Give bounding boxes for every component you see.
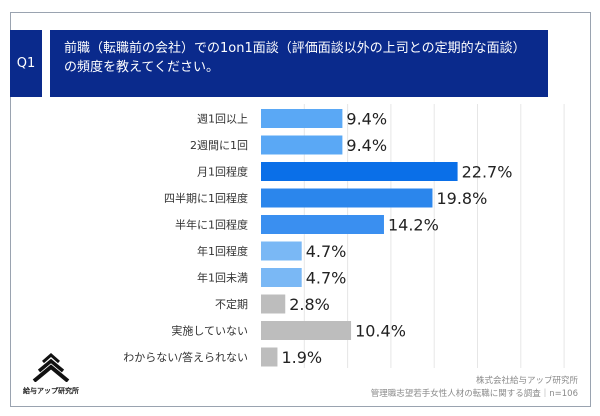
value-label: 1.9%	[281, 348, 322, 367]
category-label: 週1回以上	[197, 113, 248, 126]
bar	[261, 135, 343, 155]
value-label: 9.4%	[346, 110, 387, 129]
bar	[261, 241, 302, 261]
category-label: 2週間に1回	[190, 139, 248, 152]
survey-name: 管理職志望若手女性人材の転職に関する調査｜n=106	[370, 389, 578, 399]
bar	[261, 347, 278, 367]
bar	[261, 109, 343, 128]
category-label: 不定期	[215, 297, 248, 311]
category-label: 実施していない	[171, 324, 248, 338]
logo-chevrons-icon	[32, 353, 70, 383]
value-label: 4.7%	[306, 269, 347, 288]
category-label: 四半期に1回程度	[164, 191, 248, 205]
value-label: 9.4%	[346, 136, 387, 155]
category-label: 年1回未満	[197, 271, 248, 285]
bar	[261, 162, 458, 181]
company-name: 株式会社給与アップ研究所	[475, 376, 578, 386]
logo-text: 給与アップ研究所	[23, 387, 79, 395]
source-note: 株式会社給与アップ研究所 管理職志望若手女性人材の転職に関する調査｜n=106	[371, 375, 578, 401]
chart-frame	[10, 12, 591, 407]
logo: 給与アップ研究所	[20, 352, 82, 396]
bar	[261, 294, 286, 314]
category-label: 半年に1回程度	[175, 218, 248, 232]
value-label: 4.7%	[306, 242, 347, 261]
category-label: 月1回程度	[197, 165, 248, 179]
value-label: 22.7%	[462, 163, 513, 182]
question-title: 前職（転職前の会社）での1on1面談（評価面談以外の上司との定期的な面談）の頻度…	[50, 30, 548, 97]
bar	[261, 188, 433, 208]
question-number: Q1	[10, 30, 42, 97]
category-label: わからない/答えられない	[123, 350, 248, 364]
bar	[261, 321, 352, 340]
value-label: 19.8%	[436, 189, 487, 208]
value-label: 14.2%	[388, 216, 439, 235]
bar	[261, 268, 302, 287]
value-label: 2.8%	[289, 295, 330, 314]
value-label: 10.4%	[355, 322, 406, 341]
bar	[261, 215, 384, 234]
category-label: 年1回程度	[197, 244, 248, 258]
